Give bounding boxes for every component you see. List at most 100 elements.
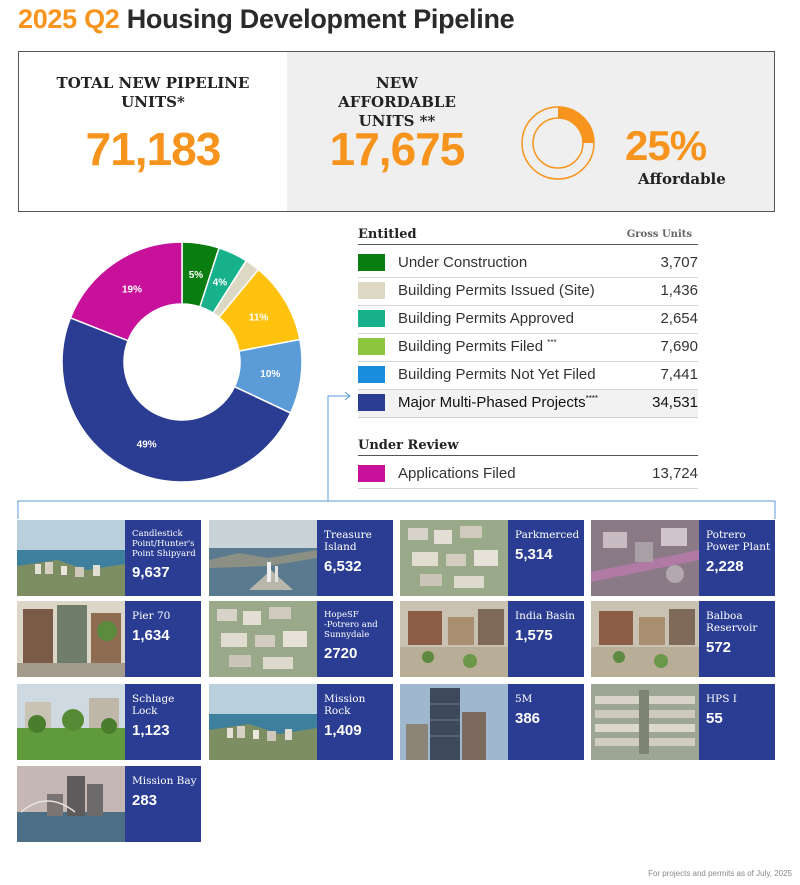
page-title: 2025 Q2 Housing Development Pipeline <box>18 4 515 35</box>
donut-slice-label: 49% <box>137 440 157 451</box>
project-card[interactable]: Parkmerced 5,314 <box>400 520 584 596</box>
donut-slice-label: 4% <box>213 277 228 288</box>
summary-panel: TOTAL NEW PIPELINE UNITS* 71,183 NEW AFF… <box>18 51 775 212</box>
project-card[interactable]: India Basin 1,575 <box>400 601 584 677</box>
affordable-word: Affordable <box>638 170 726 188</box>
entitled-header: Entitled Gross Units <box>358 227 698 245</box>
legend-value: 7,690 <box>660 338 698 355</box>
donut-slice-label: 19% <box>122 284 142 295</box>
project-units: 386 <box>515 710 541 727</box>
project-card[interactable]: Mission Bay 283 <box>17 766 201 842</box>
project-info: HopeSF -Potrero and Sunnydale 2720 <box>317 601 393 677</box>
project-name: Candlestick Point/Hunter's Point Shipyar… <box>132 529 196 559</box>
project-photo <box>591 520 699 596</box>
project-name: 5M <box>515 693 533 705</box>
pipeline-donut-chart: 5% 4% 11% 10% 49% 19% <box>61 241 303 483</box>
legend-value: 13,724 <box>652 465 698 482</box>
legend-label: Under Construction <box>398 254 528 271</box>
project-name: Schlage Lock <box>132 693 175 717</box>
project-photo-image <box>209 520 317 596</box>
legend-footnote-mark: **** <box>585 394 599 403</box>
project-name: Mission Rock <box>324 693 366 717</box>
project-name: Potrero Power Plant <box>706 529 771 553</box>
bracket-pointer-line <box>327 395 350 501</box>
project-photo-image <box>17 684 125 760</box>
project-photo <box>591 601 699 677</box>
project-photo-image <box>591 601 699 677</box>
title-year: 2025 Q2 <box>18 4 120 34</box>
project-card[interactable]: Schlage Lock 1,123 <box>17 684 201 760</box>
project-photo <box>209 684 317 760</box>
project-units: 2,228 <box>706 558 744 575</box>
legend-label: Building Permits Issued (Site) <box>398 282 595 299</box>
project-card[interactable]: Balboa Reservoir 572 <box>591 601 775 677</box>
affordable-units-label-line1: NEW AFFORDABLE <box>338 74 456 111</box>
project-name: Pier 70 <box>132 610 171 622</box>
project-photo-image <box>17 520 125 596</box>
project-photo-image <box>209 684 317 760</box>
project-card[interactable]: 5M 386 <box>400 684 584 760</box>
affordable-units-label-line2: UNITS ** <box>358 112 436 130</box>
project-photo-image <box>400 520 508 596</box>
legend-row-permits-not-yet-filed: Building Permits Not Yet Filed 7,441 <box>358 362 698 390</box>
total-units-value: 71,183 <box>85 123 222 175</box>
project-name: Mission Bay <box>132 775 197 787</box>
project-photo <box>17 684 125 760</box>
permits-approved-swatch <box>358 310 385 327</box>
bracket-arrow-icon <box>344 391 351 401</box>
project-info: India Basin 1,575 <box>508 601 584 677</box>
legend-row-permits-filed: Building Permits Filed *** 7,690 <box>358 334 698 362</box>
donut-slice-label: 10% <box>260 369 280 380</box>
title-text: Housing Development Pipeline <box>126 4 515 34</box>
total-units-label: TOTAL NEW PIPELINE UNITS* <box>19 74 287 112</box>
ring-affordable-fill <box>558 107 594 143</box>
project-card[interactable]: Mission Rock 1,409 <box>209 684 393 760</box>
donut-slice-label: 5% <box>189 270 204 281</box>
project-card[interactable]: Pier 70 1,634 <box>17 601 201 677</box>
project-photo-image <box>209 601 317 677</box>
project-card[interactable]: Potrero Power Plant 2,228 <box>591 520 775 596</box>
project-card[interactable]: HPS I 55 <box>591 684 775 760</box>
project-photo <box>17 766 125 842</box>
under-construction-swatch <box>358 254 385 271</box>
legend-value: 2,654 <box>660 310 698 327</box>
project-units: 5,314 <box>515 546 553 563</box>
project-info: Treasure Island 6,532 <box>317 520 393 596</box>
project-photo <box>17 520 125 596</box>
applications-filed-swatch <box>358 465 385 482</box>
legend-footnote-mark: *** <box>547 338 557 347</box>
legend-row-permits-approved: Building Permits Approved 2,654 <box>358 306 698 334</box>
affordable-ring-chart <box>521 106 595 180</box>
project-photo <box>400 520 508 596</box>
major-multi-phased-swatch <box>358 394 385 411</box>
project-name: HPS I <box>706 693 737 705</box>
legend-label: Building Permits Not Yet Filed <box>398 366 596 383</box>
project-info: 5M 386 <box>508 684 584 760</box>
legend-row-permits-issued: Building Permits Issued (Site) 1,436 <box>358 278 698 306</box>
project-info: Pier 70 1,634 <box>125 601 201 677</box>
project-photo-image <box>17 601 125 677</box>
legend-label: Major Multi-Phased Projects**** <box>398 394 598 411</box>
project-units: 1,409 <box>324 722 362 739</box>
project-units: 1,575 <box>515 627 553 644</box>
permits-filed-swatch <box>358 338 385 355</box>
project-units: 55 <box>706 710 723 727</box>
project-card[interactable]: Treasure Island 6,532 <box>209 520 393 596</box>
project-card[interactable]: Candlestick Point/Hunter's Point Shipyar… <box>17 520 201 596</box>
under-review-heading: Under Review <box>358 438 459 453</box>
project-photo-image <box>400 601 508 677</box>
project-photo-image <box>17 766 125 842</box>
legend-label-text: Major Multi-Phased Projects <box>398 394 586 411</box>
permits-not-yet-filed-swatch <box>358 366 385 383</box>
footnote: For projects and permits as of July, 202… <box>648 869 792 878</box>
legend-label-text: Building Permits Filed <box>398 338 544 355</box>
project-units: 1,634 <box>132 627 170 644</box>
project-photo <box>209 520 317 596</box>
legend-value: 34,531 <box>652 394 698 411</box>
bracket-line <box>17 500 776 519</box>
project-photo-image <box>591 684 699 760</box>
project-info: Balboa Reservoir 572 <box>699 601 775 677</box>
project-card[interactable]: HopeSF -Potrero and Sunnydale 2720 <box>209 601 393 677</box>
legend-label: Applications Filed <box>398 465 516 482</box>
donut-slice-6 <box>69 241 183 342</box>
